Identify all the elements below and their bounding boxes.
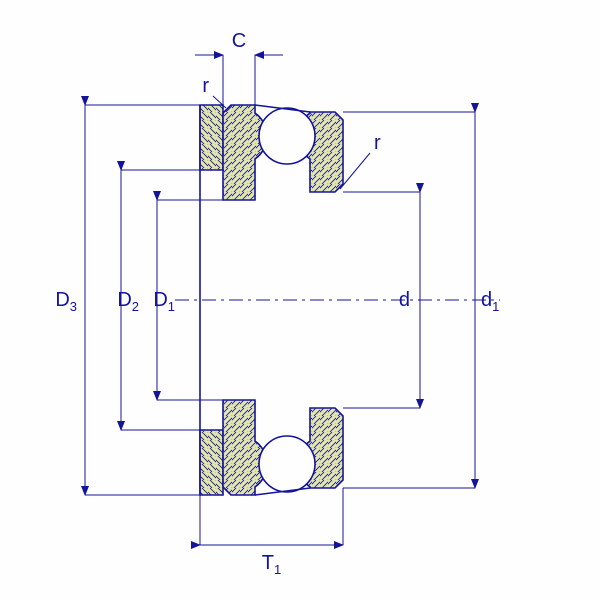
bearing-cross-section-drawing: D3 D2 D1 d d1 C T1 r r — [0, 0, 600, 600]
label-d: d — [399, 289, 410, 311]
label-C: C — [232, 30, 246, 52]
label-T1: T1 — [262, 552, 281, 577]
label-D1: D1 — [153, 289, 175, 314]
label-d1: d1 — [481, 289, 499, 314]
label-r-left: r — [202, 75, 209, 97]
label-D2: D2 — [117, 289, 139, 314]
label-r-right: r — [374, 132, 381, 154]
label-D3: D3 — [55, 289, 77, 314]
